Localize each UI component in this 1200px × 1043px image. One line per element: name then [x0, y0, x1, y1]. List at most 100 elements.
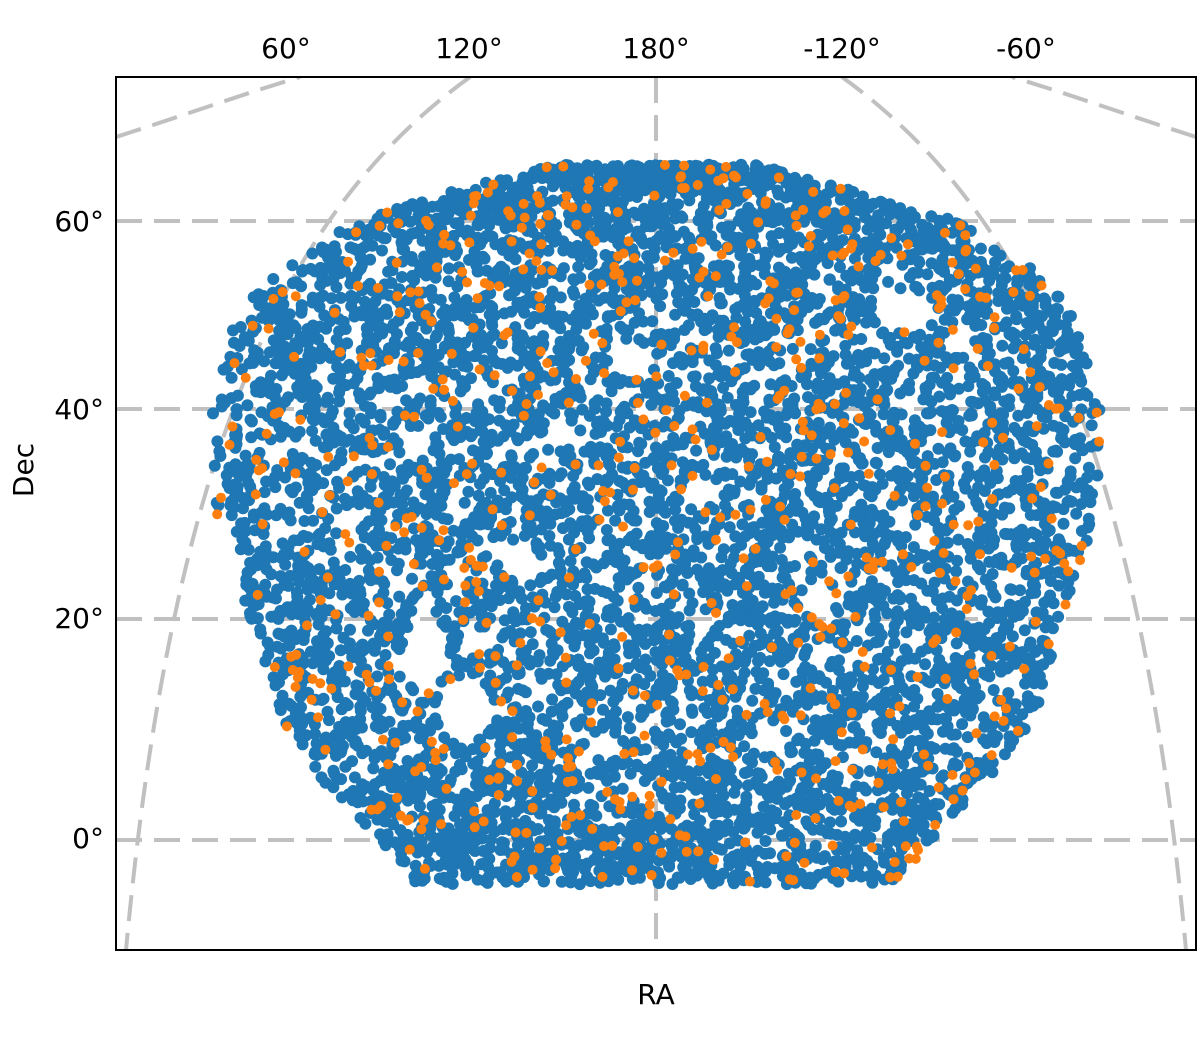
blue-point: [601, 524, 613, 536]
blue-point: [952, 294, 964, 306]
blue-point: [988, 684, 1000, 696]
blue-point: [221, 469, 233, 481]
blue-point: [571, 720, 583, 732]
blue-point: [987, 568, 999, 580]
blue-point: [672, 522, 684, 534]
blue-point: [648, 541, 660, 553]
blue-point: [1058, 518, 1070, 530]
blue-point: [448, 434, 460, 446]
blue-point: [279, 472, 291, 484]
blue-point: [717, 868, 729, 880]
blue-point: [617, 477, 629, 489]
blue-point: [658, 269, 670, 281]
blue-point: [951, 595, 963, 607]
blue-point: [394, 671, 406, 683]
blue-point: [226, 372, 238, 384]
blue-point: [1061, 589, 1073, 601]
blue-point: [587, 800, 599, 812]
blue-point: [895, 282, 907, 294]
blue-point: [549, 601, 561, 613]
blue-point: [567, 470, 579, 482]
blue-point: [990, 591, 1002, 603]
blue-point: [445, 773, 457, 785]
blue-point: [649, 243, 661, 255]
blue-point: [1007, 365, 1019, 377]
blue-point: [301, 494, 313, 506]
blue-point: [882, 276, 894, 288]
blue-point: [294, 691, 306, 703]
blue-point: [723, 345, 735, 357]
blue-point: [459, 497, 471, 509]
blue-point: [950, 565, 962, 577]
blue-point: [908, 601, 920, 613]
blue-point: [792, 314, 804, 326]
blue-point: [687, 597, 699, 609]
blue-point: [445, 454, 457, 466]
blue-point: [1016, 708, 1028, 720]
blue-point: [232, 481, 244, 493]
blue-point: [805, 343, 817, 355]
blue-point: [532, 701, 544, 713]
blue-point: [1063, 495, 1075, 507]
blue-point: [572, 261, 584, 273]
blue-point: [267, 273, 279, 285]
blue-point: [406, 251, 418, 263]
blue-point: [882, 837, 894, 849]
blue-point: [1052, 611, 1064, 623]
blue-point: [1024, 640, 1036, 652]
blue-point: [984, 348, 996, 360]
blue-point: [661, 532, 673, 544]
blue-point: [469, 845, 481, 857]
blue-point: [936, 377, 948, 389]
blue-point: [628, 207, 640, 219]
blue-point: [674, 872, 686, 884]
blue-point: [606, 196, 618, 208]
blue-point: [230, 458, 242, 470]
blue-point: [866, 673, 878, 685]
blue-point: [765, 378, 777, 390]
blue-point: [344, 624, 356, 636]
blue-point: [392, 639, 404, 651]
blue-point: [316, 771, 328, 783]
blue-point: [380, 649, 392, 661]
blue-point: [1047, 622, 1059, 634]
blue-point: [915, 549, 927, 561]
blue-point: [591, 418, 603, 430]
blue-point: [480, 550, 492, 562]
blue-point: [568, 274, 580, 286]
blue-point: [981, 737, 993, 749]
blue-point: [448, 291, 460, 303]
blue-point: [735, 234, 747, 246]
blue-point: [909, 653, 921, 665]
blue-point: [1046, 318, 1058, 330]
blue-point: [878, 857, 890, 869]
blue-point: [1002, 487, 1014, 499]
blue-point: [676, 579, 688, 591]
blue-point: [455, 743, 467, 755]
blue-point: [844, 591, 856, 603]
blue-point: [467, 444, 479, 456]
blue-point: [430, 606, 442, 618]
blue-point: [405, 681, 417, 693]
blue-point: [304, 594, 316, 606]
blue-point: [716, 551, 728, 563]
blue-point: [589, 397, 601, 409]
blue-point: [428, 810, 440, 822]
blue-point: [714, 292, 726, 304]
blue-point: [277, 690, 289, 702]
blue-point: [913, 284, 925, 296]
blue-point: [644, 506, 656, 518]
blue-point: [934, 280, 946, 292]
blue-point: [502, 581, 514, 593]
blue-point: [1011, 313, 1023, 325]
blue-point: [406, 573, 418, 585]
blue-point: [584, 258, 596, 270]
blue-point: [462, 486, 474, 498]
blue-point: [719, 578, 731, 590]
blue-point: [241, 399, 253, 411]
blue-point: [396, 855, 408, 867]
blue-point: [1031, 606, 1043, 618]
blue-point: [318, 693, 330, 705]
blue-point: [612, 595, 624, 607]
